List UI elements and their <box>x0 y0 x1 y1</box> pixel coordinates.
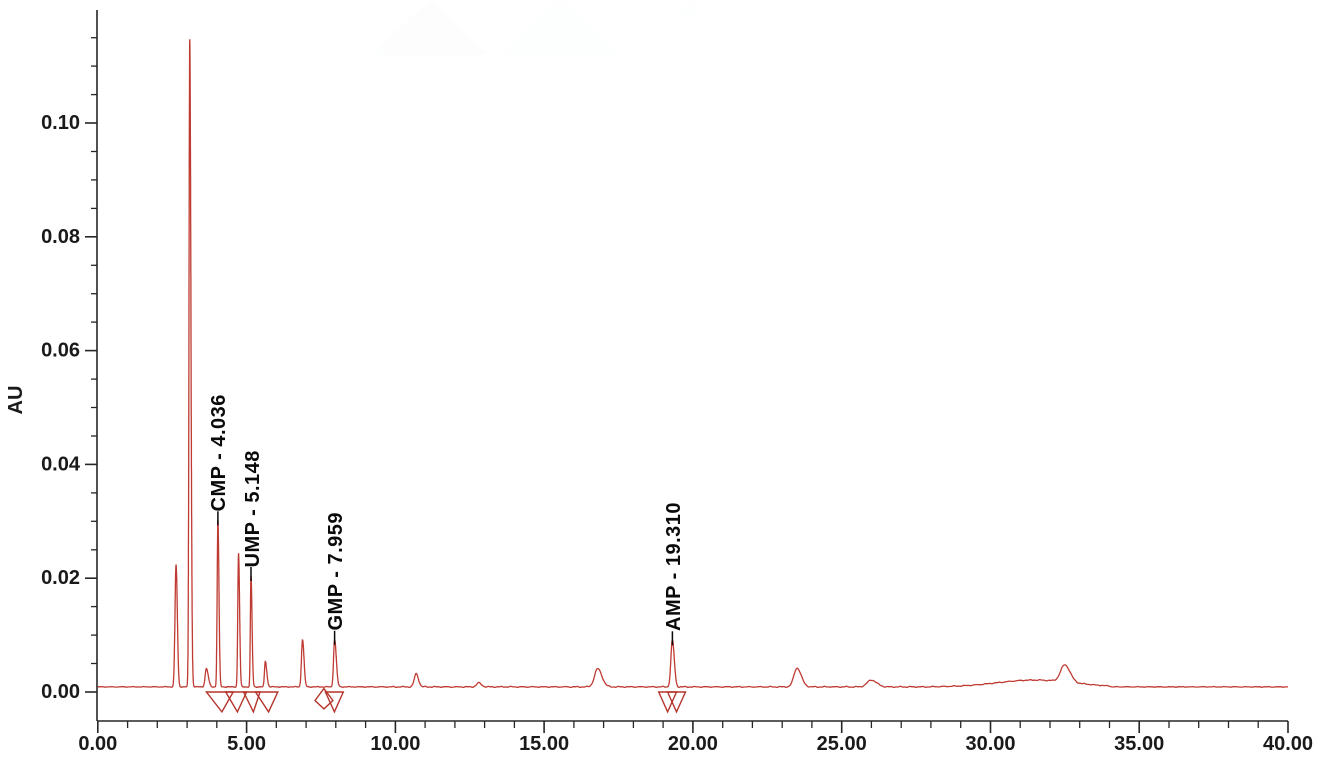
svg-text:20.00: 20.00 <box>668 733 718 755</box>
svg-text:5.00: 5.00 <box>227 733 266 755</box>
svg-text:0.04: 0.04 <box>41 453 81 475</box>
svg-text:0.08: 0.08 <box>41 226 80 248</box>
svg-text:0.02: 0.02 <box>41 567 80 589</box>
svg-text:35.00: 35.00 <box>1114 733 1164 755</box>
svg-text:25.00: 25.00 <box>817 733 867 755</box>
svg-text:10.00: 10.00 <box>370 733 420 755</box>
svg-text:30.00: 30.00 <box>965 733 1015 755</box>
svg-text:0.10: 0.10 <box>41 112 80 134</box>
svg-text:0.00: 0.00 <box>41 681 80 703</box>
svg-text:0.00: 0.00 <box>78 733 117 755</box>
svg-text:15.00: 15.00 <box>519 733 569 755</box>
svg-text:AU: AU <box>5 386 27 415</box>
svg-text:40.00: 40.00 <box>1263 733 1313 755</box>
svg-text:0.06: 0.06 <box>41 340 80 362</box>
